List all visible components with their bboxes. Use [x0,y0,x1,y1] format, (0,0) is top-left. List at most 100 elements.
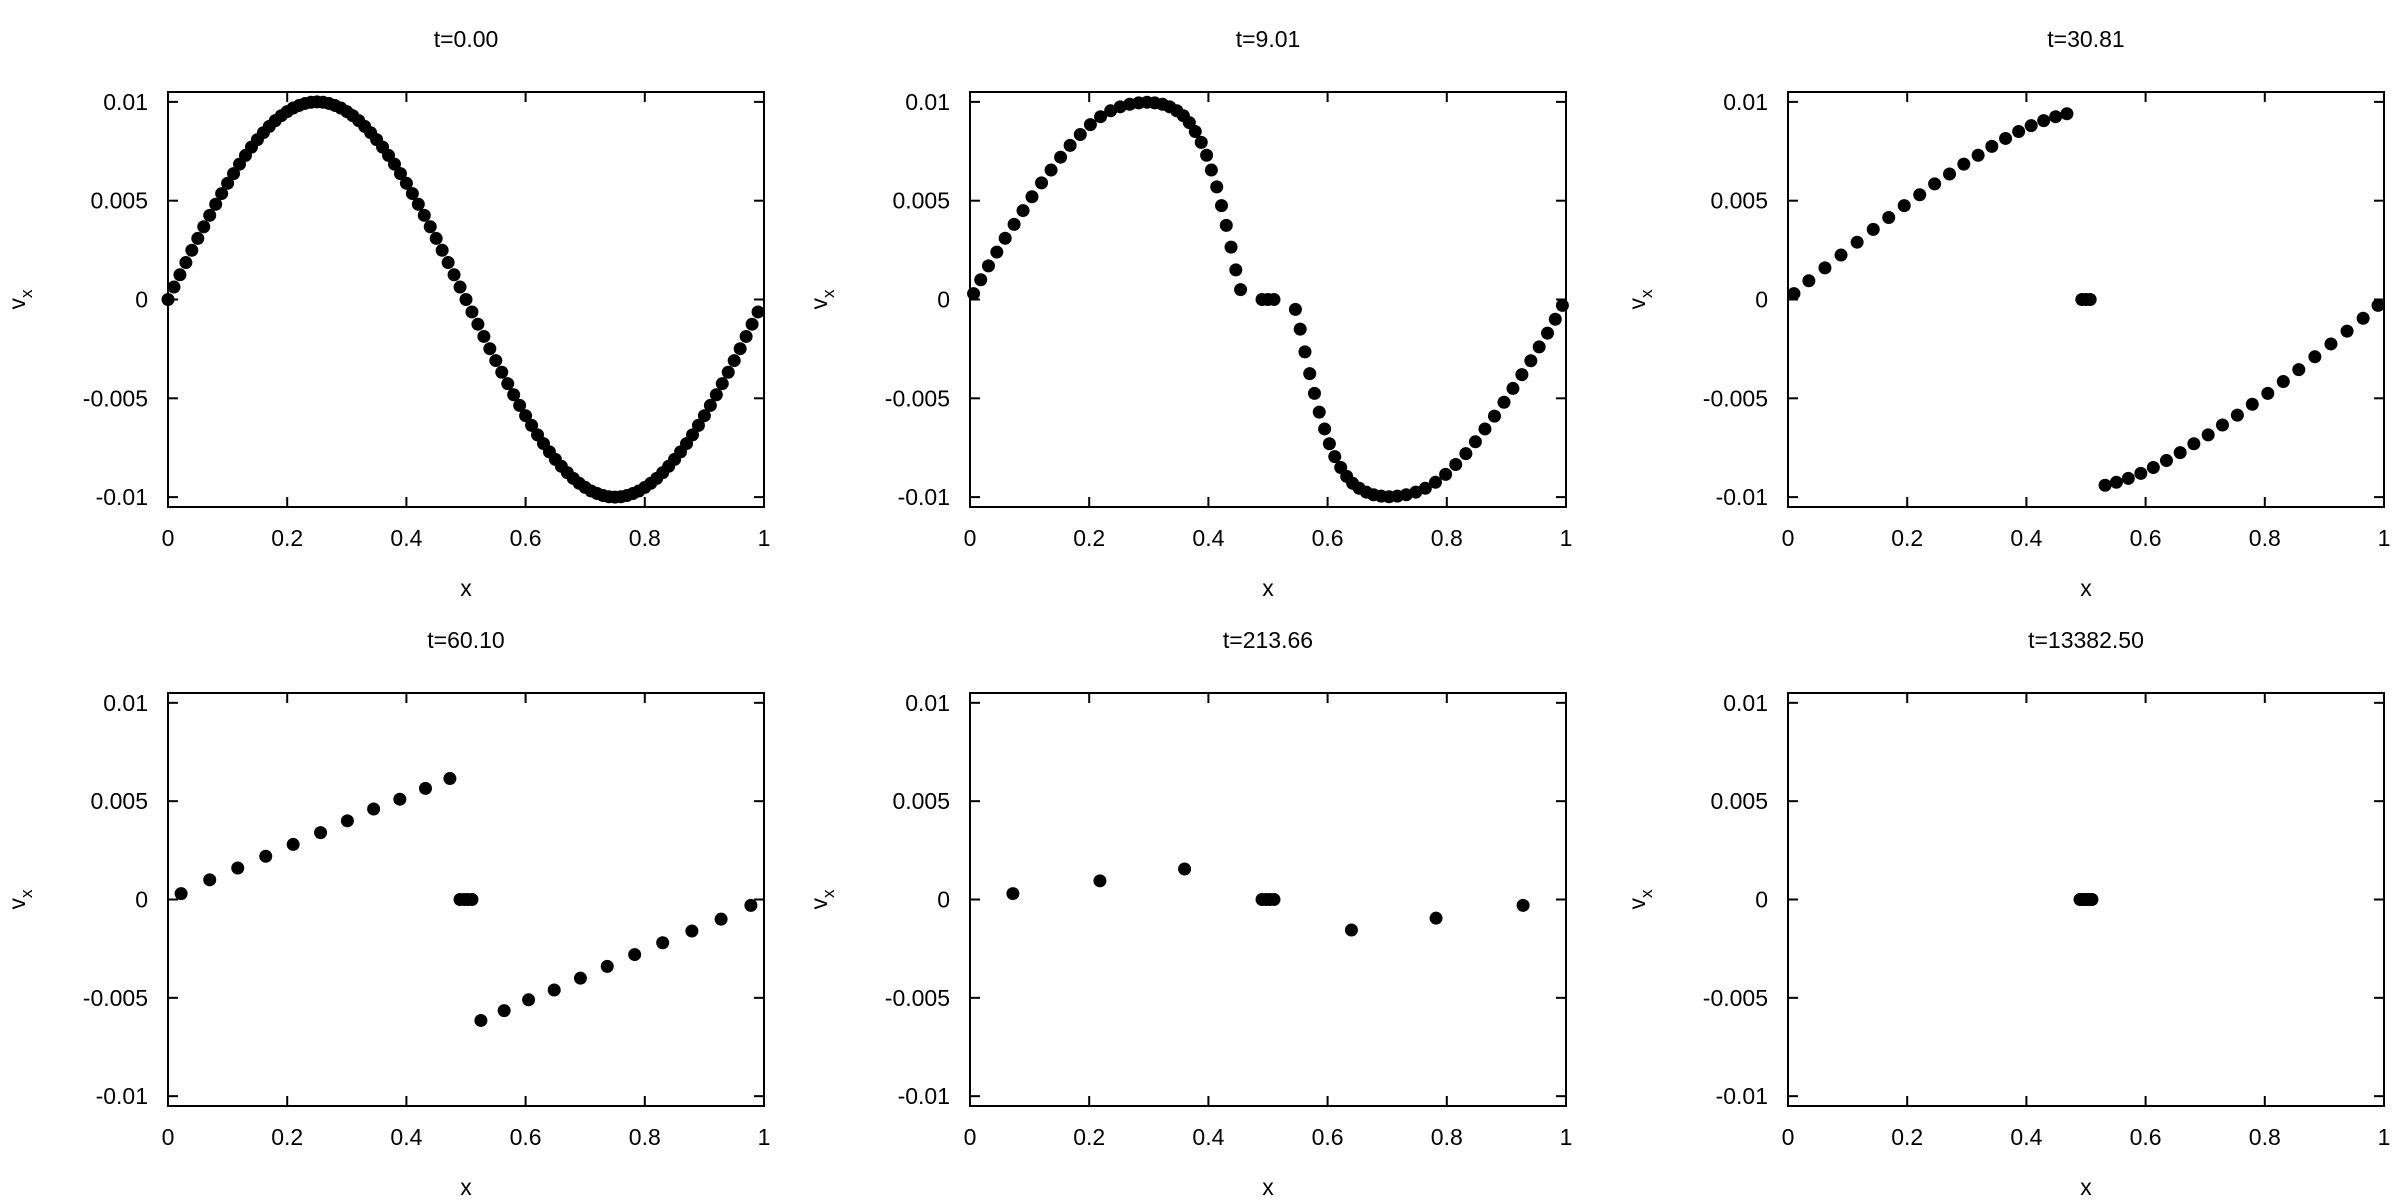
data-point [733,342,747,356]
data-point [1787,287,1801,301]
data-point [1194,135,1208,149]
data-point [751,305,765,319]
data-point [2356,311,2370,325]
y-tick-label: 0.01 [1723,690,1768,716]
data-point [697,409,711,423]
x-tick-label: 1 [758,525,771,551]
data-point [1063,138,1077,152]
x-axis-label: x [460,1174,472,1200]
data-point [2324,337,2338,351]
x-tick-label: 0 [162,1124,175,1150]
y-axis-label-subscript: x [17,889,36,898]
y-tick-label: -0.005 [1703,985,1768,1011]
data-point [1200,148,1214,162]
subplot-title: t=213.66 [1223,627,1313,653]
data-point [1418,481,1432,495]
x-tick-label: 0.8 [2249,525,2281,551]
y-axis-label-text: vx [4,289,36,310]
x-axis-label: x [1262,575,1274,601]
x-tick-label: 0.4 [2010,525,2042,551]
x-axis-label: x [460,575,472,601]
data-point [715,377,729,391]
y-tick-label: -0.01 [898,484,950,510]
data-point [418,781,432,795]
y-axis-label-main: v [806,898,832,910]
data-point [435,243,449,257]
data-point [990,245,1004,259]
data-point [1178,862,1192,876]
data-point [340,814,354,828]
x-tick-label: 0.6 [1312,1124,1344,1150]
y-axis-label-subscript: x [1637,289,1656,298]
y-tick-label: 0 [937,887,950,913]
y-tick-label: -0.005 [83,985,148,1011]
data-point [1229,263,1243,277]
data-point [685,428,699,442]
subplot-title: t=13382.50 [2028,627,2144,653]
x-tick-label: 0.2 [1891,1124,1923,1150]
data-point [1999,131,2013,145]
x-tick-label: 0.2 [1073,1124,1105,1150]
y-axis-label: vx [806,289,838,310]
data-point [744,898,758,912]
data-point [2261,386,2275,400]
data-point [465,893,479,906]
y-tick-label: 0.01 [1723,89,1768,115]
y-axis-label-text: vx [806,889,838,910]
data-point [221,176,235,190]
x-tick-label: 0.4 [1192,1124,1224,1150]
data-point [2371,298,2385,312]
data-point [1303,367,1317,381]
y-axis-label: vx [4,289,36,310]
data-point [1204,163,1218,177]
x-tick-label: 1 [1560,525,1573,551]
data-point [1515,368,1529,382]
data-point [1555,298,1569,312]
data-point [656,936,670,950]
data-point [459,293,473,306]
y-tick-label: 0 [135,287,148,313]
data-point [209,197,223,211]
x-tick-label: 1 [2378,525,2391,551]
data-point [1882,210,1896,224]
x-tick-label: 0.4 [1192,525,1224,551]
x-tick-label: 0.6 [510,1124,542,1150]
data-point [185,243,199,257]
y-tick-label: -0.005 [885,985,950,1011]
data-point [1035,176,1049,190]
data-point [393,167,407,181]
data-point [522,993,536,1007]
data-point [2187,437,2201,451]
y-tick-label: -0.005 [83,385,148,411]
x-tick-label: 1 [2378,1124,2391,1150]
data-point [2276,375,2290,389]
data-point [745,317,759,331]
data-point [2201,428,2215,442]
data-point [974,273,988,287]
data-point [600,959,614,973]
data-point [1016,204,1030,218]
data-point [2134,466,2148,480]
x-axis-label: x [2080,575,2092,601]
subplot-5: t=213.66 0 0.2 0.4 0.6 0.8 1 0.01 0.005 0 -0.005 -0… [806,627,1572,1200]
data-point [1913,188,1927,202]
y-axis-label-text: vx [806,289,838,310]
x-tick-label: 0.4 [2010,1124,2042,1150]
data-point [739,329,753,343]
x-tick-label: 0.6 [510,525,542,551]
y-tick-label: -0.01 [1716,484,1768,510]
data-point [497,1004,511,1018]
y-axis-label-text: vx [1624,289,1656,310]
data-point [1834,248,1848,262]
x-tick-label: 1 [1560,1124,1573,1150]
data-point [513,398,527,412]
data-point [2024,119,2038,133]
y-tick-label: -0.01 [1716,1083,1768,1109]
data-point [981,259,995,273]
data-point [1318,422,1332,436]
data-point [1093,874,1107,888]
data-point [525,418,539,432]
data-point [1328,450,1342,464]
data-point [441,256,455,270]
